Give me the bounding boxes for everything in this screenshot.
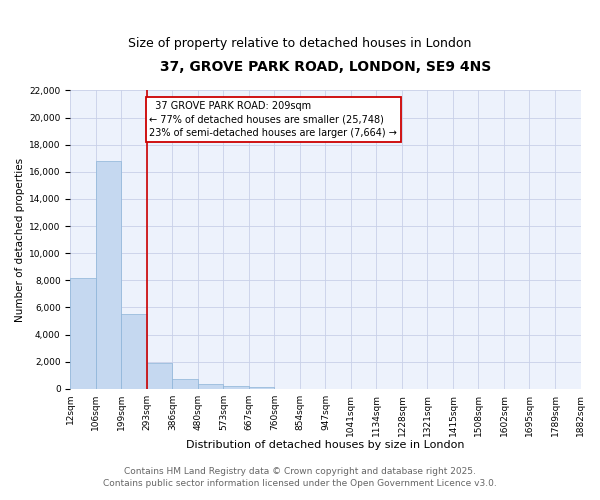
Text: Contains HM Land Registry data © Crown copyright and database right 2025.
Contai: Contains HM Land Registry data © Crown c…	[103, 466, 497, 487]
Text: Size of property relative to detached houses in London: Size of property relative to detached ho…	[128, 38, 472, 51]
Bar	[172, 380, 198, 389]
X-axis label: Distribution of detached houses by size in London: Distribution of detached houses by size …	[186, 440, 464, 450]
Bar	[96, 161, 121, 389]
Bar	[249, 387, 274, 389]
Bar	[147, 363, 172, 389]
Bar	[198, 384, 223, 389]
Title: 37, GROVE PARK ROAD, LONDON, SE9 4NS: 37, GROVE PARK ROAD, LONDON, SE9 4NS	[160, 60, 491, 74]
Bar	[121, 314, 147, 389]
Bar	[70, 278, 96, 389]
Y-axis label: Number of detached properties: Number of detached properties	[15, 158, 25, 322]
Text: 37 GROVE PARK ROAD: 209sqm
← 77% of detached houses are smaller (25,748)
23% of : 37 GROVE PARK ROAD: 209sqm ← 77% of deta…	[149, 102, 397, 138]
Bar	[223, 386, 249, 389]
